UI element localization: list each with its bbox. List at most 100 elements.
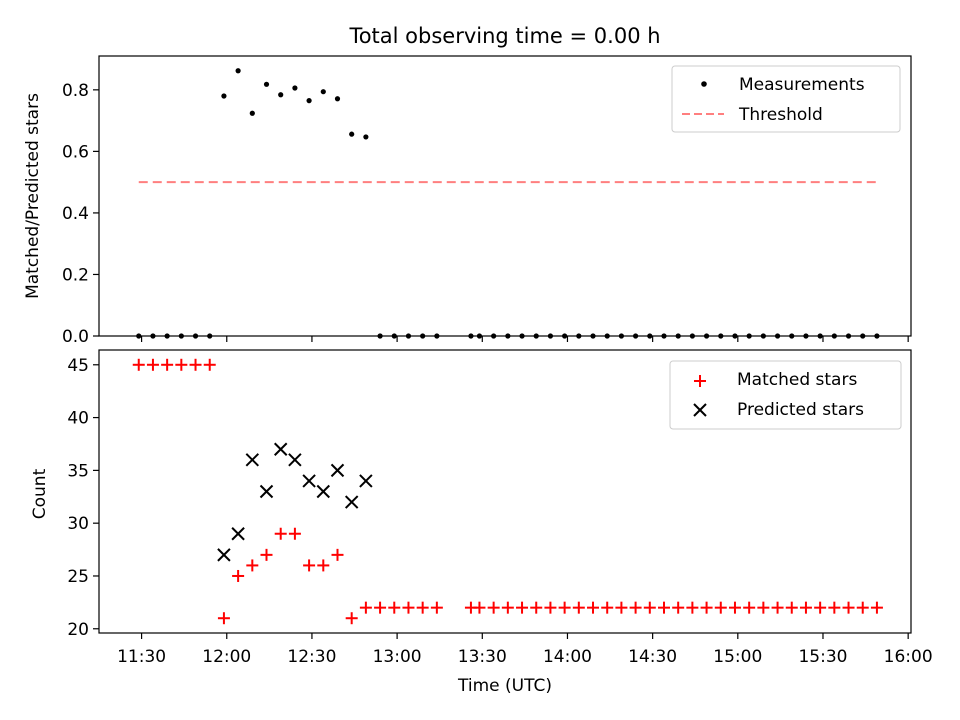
matched-star-point	[771, 601, 784, 614]
matched-star-point	[374, 601, 387, 614]
matched-star-point	[473, 601, 486, 614]
matched-star-point	[161, 358, 174, 371]
top-y-tick-label-3: 0.6	[62, 142, 89, 162]
matched-star-point	[146, 358, 159, 371]
legend-threshold-label: Threshold	[738, 105, 823, 125]
top-legend: Measurements Threshold	[671, 65, 901, 133]
bottom-axes-frame	[98, 349, 912, 634]
measurement-point	[292, 85, 298, 91]
x-tick-label-2: 12:30	[287, 647, 336, 667]
measurement-point	[320, 89, 326, 95]
matched-star-point	[587, 601, 600, 614]
top-y-axis: 0.0 0.2 0.4 0.6 0.8	[62, 81, 99, 347]
measurement-point	[235, 68, 241, 74]
bottom-y-tick-label-0: 20	[67, 620, 89, 640]
matched-star-point	[402, 601, 415, 614]
top-y-tick-label-0: 0.0	[62, 327, 89, 347]
matched-star-point	[757, 601, 770, 614]
bottom-legend-box	[669, 360, 902, 430]
bottom-y-axis: 20 25 30 35 40 45	[67, 356, 99, 640]
bottom-y-axis-label: Count	[30, 468, 50, 519]
x-tick-label-8: 15:30	[798, 647, 847, 667]
matched-star-point	[856, 601, 869, 614]
matched-star-point	[558, 601, 571, 614]
legend-predicted-marker	[693, 403, 707, 417]
matched-star-point	[530, 601, 543, 614]
top-y-tick-label-4: 0.8	[62, 81, 89, 101]
predicted-star-point	[288, 453, 302, 467]
predicted-star-point	[273, 442, 288, 456]
matched-star-point	[388, 601, 401, 614]
matched-star-point	[303, 559, 316, 572]
matched-star-point	[416, 601, 429, 614]
matched-star-point	[728, 601, 741, 614]
matched-star-point	[189, 358, 202, 371]
x-tick-label-7: 15:00	[713, 647, 762, 667]
matched-star-point	[359, 601, 372, 614]
measurement-point	[249, 110, 255, 116]
matched-star-point	[700, 601, 713, 614]
x-tick-label-1: 12:00	[202, 647, 251, 667]
legend-measurements-label: Measurements	[739, 75, 865, 95]
predicted-star-point	[259, 484, 274, 499]
bottom-y-tick-label-1: 25	[67, 567, 89, 587]
matched-star-point	[615, 601, 628, 614]
matched-star-point	[274, 527, 287, 540]
bottom-x-axis: 11:30 12:00 12:30 13:00 13:30 14:00 14:30 15:00…	[117, 633, 933, 667]
x-axis-label: Time (UTC)	[457, 676, 552, 696]
predicted-star-point	[344, 495, 359, 509]
top-y-tick-label-2: 0.4	[62, 204, 89, 224]
predicted-star-point	[217, 548, 231, 562]
bottom-y-tick-label-5: 45	[67, 356, 89, 376]
matched-star-point	[246, 559, 259, 572]
matched-star-point	[345, 612, 358, 625]
matched-star-point	[288, 527, 301, 540]
matched-star-point	[260, 548, 273, 561]
matched-star-point	[501, 601, 514, 614]
measurement-point	[221, 93, 227, 99]
bottom-plot-area	[132, 358, 883, 625]
matched-star-point	[643, 601, 656, 614]
matched-star-point	[317, 559, 330, 572]
bottom-y-tick-label-3: 35	[67, 461, 89, 481]
matched-star-point	[516, 601, 529, 614]
matched-star-point	[232, 569, 245, 582]
matched-star-point	[331, 548, 344, 561]
matched-star-point	[544, 601, 557, 614]
measurement-point	[263, 81, 270, 87]
predicted-star-point	[330, 463, 345, 478]
x-tick-label-4: 13:30	[458, 647, 507, 667]
x-tick-label-0: 11:30	[117, 647, 166, 667]
top-y-tick-label-1: 0.2	[62, 265, 89, 285]
x-tick-label-5: 14:00	[543, 647, 592, 667]
matched-star-point	[828, 601, 841, 614]
matched-star-point	[601, 601, 614, 614]
matched-star-point	[714, 601, 727, 614]
measurement-point	[278, 92, 284, 98]
predicted-star-point	[231, 527, 245, 541]
legend-measurements-marker	[701, 81, 707, 87]
measurement-point	[306, 98, 312, 104]
matched-star-point	[672, 601, 685, 614]
predicted-star-point	[316, 484, 331, 499]
matched-star-point	[814, 601, 827, 614]
top-y-axis-label: Matched/Predicted stars	[23, 93, 43, 299]
predicted-star-point	[245, 453, 260, 467]
legend-matched-marker	[694, 375, 706, 387]
chart-title: Total observing time = 0.00 h	[348, 24, 660, 48]
x-tick-label-3: 13:00	[373, 647, 422, 667]
predicted-star-point	[302, 474, 316, 488]
legend-predicted-label: Predicted stars	[737, 400, 864, 420]
matched-star-point	[842, 601, 855, 614]
matched-star-point	[487, 601, 500, 614]
bottom-y-tick-label-2: 30	[67, 514, 89, 534]
measurement-point	[334, 96, 341, 102]
matched-star-point	[175, 358, 188, 371]
matched-star-point	[430, 601, 443, 614]
matched-star-point	[203, 358, 216, 371]
bottom-legend: Matched stars Predicted stars	[669, 360, 902, 430]
top-axes-frame	[98, 55, 912, 337]
matched-star-point	[572, 601, 585, 614]
predicted-star-point	[359, 474, 373, 488]
